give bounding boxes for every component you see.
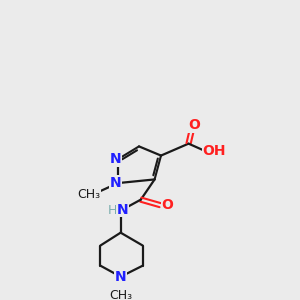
Text: CH₃: CH₃ bbox=[77, 188, 100, 201]
Text: N: N bbox=[109, 176, 121, 190]
Text: N: N bbox=[115, 270, 126, 284]
Text: N: N bbox=[109, 152, 121, 166]
Text: N: N bbox=[117, 203, 128, 217]
Text: H: H bbox=[108, 204, 117, 217]
Text: O: O bbox=[161, 198, 173, 212]
Text: OH: OH bbox=[202, 144, 226, 158]
Text: O: O bbox=[188, 118, 200, 132]
Text: CH₃: CH₃ bbox=[109, 289, 132, 300]
